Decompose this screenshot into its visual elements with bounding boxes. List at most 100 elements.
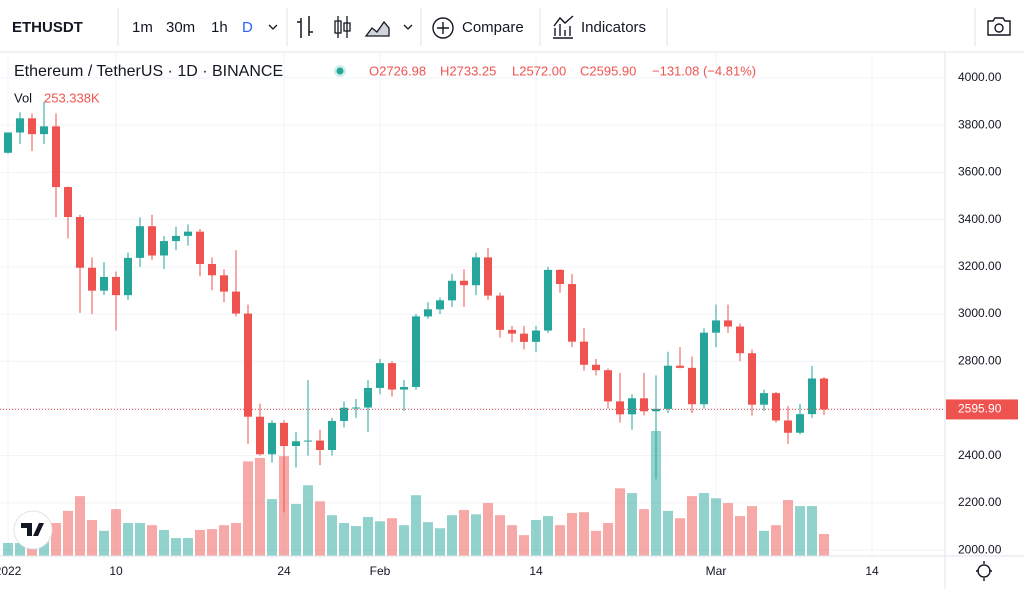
area-icon[interactable] xyxy=(364,20,390,37)
symbol[interactable]: ETHUSDT xyxy=(12,19,83,36)
candle-body xyxy=(796,414,804,433)
volume-bar xyxy=(183,538,193,556)
volume-bar xyxy=(555,525,565,556)
candle-body xyxy=(520,333,528,342)
candle-body xyxy=(160,241,168,256)
volume-bar xyxy=(75,496,85,556)
candle-body xyxy=(616,401,624,415)
candle-body xyxy=(196,231,204,264)
compare-button[interactable]: Compare xyxy=(462,19,524,36)
volume-bar xyxy=(675,518,685,556)
volume-bar xyxy=(219,525,229,556)
candle-body xyxy=(340,407,348,421)
volume-bar xyxy=(507,525,517,556)
volume-bar xyxy=(615,488,625,556)
candle-body xyxy=(484,257,492,296)
candle-body xyxy=(412,316,420,387)
candle-body xyxy=(772,393,780,421)
settings-icon[interactable] xyxy=(976,561,992,581)
candle-body xyxy=(316,440,324,451)
interval[interactable]: 1h xyxy=(211,19,228,36)
volume-bar xyxy=(651,431,661,556)
volume-bar xyxy=(591,530,601,556)
volume-value: 253.338K xyxy=(44,90,100,105)
volume-bar xyxy=(735,516,745,556)
candle-body xyxy=(268,422,276,455)
status-dot xyxy=(336,67,344,75)
candle-body xyxy=(448,280,456,301)
x-tick-label: Mar xyxy=(706,564,727,578)
candle-body xyxy=(592,364,600,371)
snapshot-icon[interactable] xyxy=(987,17,1011,36)
volume-bar xyxy=(375,521,385,556)
x-tick-label: 14 xyxy=(529,564,543,578)
snapshot-lens xyxy=(994,23,1004,33)
interval[interactable]: 30m xyxy=(166,19,195,36)
volume-bar xyxy=(543,516,553,556)
volume-bar xyxy=(147,525,157,556)
candle-body xyxy=(16,118,24,133)
volume-bar xyxy=(687,496,697,556)
volume-bar xyxy=(783,500,793,556)
volume-bar xyxy=(387,518,397,556)
interval-menu[interactable] xyxy=(268,24,278,30)
indicators-button[interactable]: Indicators xyxy=(581,19,646,36)
candle-body xyxy=(304,440,312,442)
candle-body xyxy=(712,320,720,333)
candle-body xyxy=(364,387,372,408)
candle-body xyxy=(232,291,240,314)
last-price-tag xyxy=(946,399,1018,420)
volume-bar xyxy=(459,509,469,556)
candle-body xyxy=(556,269,564,285)
candle-body xyxy=(148,226,156,256)
interval[interactable]: D xyxy=(242,19,253,36)
bars-icon[interactable] xyxy=(297,16,313,38)
candle-body xyxy=(652,408,660,412)
candle-body xyxy=(760,393,768,405)
volume-bar xyxy=(207,529,217,556)
volume-bar xyxy=(699,493,709,556)
volume-bar xyxy=(159,529,169,556)
candle-body xyxy=(100,276,108,291)
volume-bar xyxy=(135,523,145,556)
y-tick-label: 2200.00 xyxy=(958,495,1002,509)
interval[interactable]: 1m xyxy=(132,19,153,36)
chart-type-menu[interactable] xyxy=(403,24,413,30)
volume-bar xyxy=(435,528,445,556)
volume-bar xyxy=(723,503,733,556)
candles xyxy=(4,101,828,513)
logo-mark xyxy=(21,523,44,536)
logo-circle xyxy=(13,510,53,550)
volume-bar xyxy=(231,523,241,556)
volume-bar xyxy=(759,530,769,556)
volume-bar xyxy=(423,522,433,556)
candle-body xyxy=(220,275,228,292)
indicators-icon[interactable] xyxy=(553,15,574,39)
candle-body xyxy=(388,363,396,390)
candle-body xyxy=(544,269,552,331)
volume-bar xyxy=(531,519,541,556)
volume-bar xyxy=(87,519,97,556)
candle-body xyxy=(604,370,612,402)
candle-body xyxy=(112,276,120,296)
volume-bar xyxy=(411,495,421,556)
x-tick-label: 14 xyxy=(865,564,879,578)
y-tick-label: 3800.00 xyxy=(958,117,1002,131)
candle-body xyxy=(580,341,588,365)
candle-body xyxy=(52,126,60,188)
volume-bar xyxy=(363,516,373,556)
volume-bar xyxy=(15,542,25,556)
volume-bar xyxy=(63,510,73,556)
volume-bar xyxy=(819,534,829,556)
candles-icon[interactable] xyxy=(334,16,351,38)
volume-bar xyxy=(807,506,817,556)
compare-icon[interactable] xyxy=(432,17,454,39)
candle-body xyxy=(64,187,72,218)
compare-icon-plus xyxy=(437,22,449,34)
volume-bar xyxy=(447,515,457,556)
y-tick-label: 2400.00 xyxy=(958,448,1002,462)
candle-body xyxy=(292,441,300,446)
legend: Ethereum / TetherUS · 1D · BINANCE O2726… xyxy=(14,63,756,105)
legend-low: L2572.00 xyxy=(512,63,566,78)
